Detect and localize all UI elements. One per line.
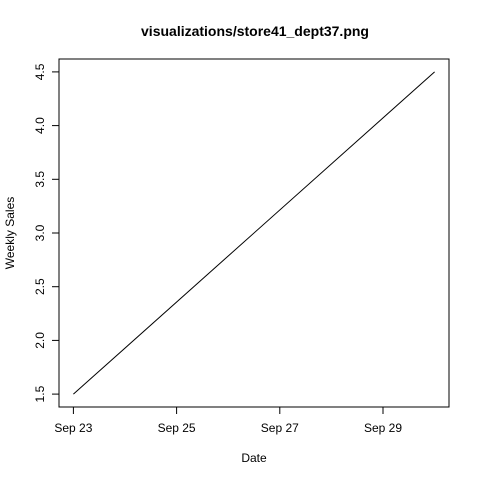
x-tick-label: Sep 23 [54, 421, 92, 435]
y-tick-label: 2.5 [33, 278, 47, 295]
y-axis-label: Weekly Sales [3, 197, 17, 269]
y-tick-label: 2.0 [33, 332, 47, 349]
y-tick-label: 3.0 [33, 224, 47, 241]
y-tick-label: 4.5 [33, 63, 47, 80]
x-tick-label: Sep 29 [364, 421, 402, 435]
y-axis: 1.5 2.0 2.5 3.0 3.5 4.0 4.5 [33, 63, 60, 402]
y-tick-label: 1.5 [33, 385, 47, 402]
y-tick-label: 4.0 [33, 117, 47, 134]
x-axis-label: Date [241, 451, 267, 465]
series-line [73, 71, 435, 395]
x-axis: Sep 23 Sep 25 Sep 27 Sep 29 [54, 406, 402, 435]
y-tick-label: 3.5 [33, 171, 47, 188]
series-layer [73, 71, 435, 395]
x-tick-label: Sep 27 [261, 421, 299, 435]
chart-title: visualizations/store41_dept37.png [141, 23, 369, 39]
x-tick-label: Sep 25 [158, 421, 196, 435]
